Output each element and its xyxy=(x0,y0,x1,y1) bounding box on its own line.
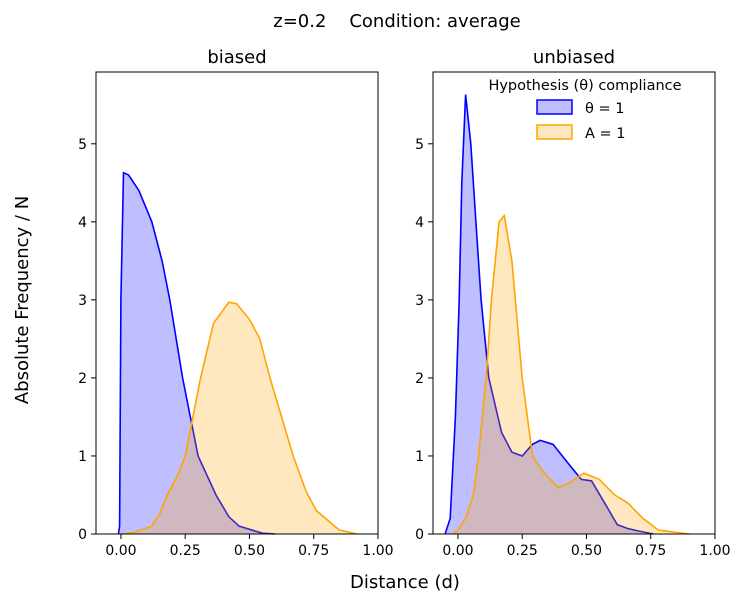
y-tick-label: 1 xyxy=(415,449,424,465)
x-tick-label: 0.75 xyxy=(635,543,666,559)
x-tick-label: 0.50 xyxy=(571,543,602,559)
x-tick-label: 0.75 xyxy=(298,543,329,559)
x-tick-label: 0.25 xyxy=(170,543,201,559)
y-tick-label: 2 xyxy=(78,371,87,387)
y-tick-label: 5 xyxy=(415,137,424,153)
legend-label: A = 1 xyxy=(585,126,626,142)
y-tick-label: 3 xyxy=(78,293,87,309)
panel-unbiased: unbiased 0.00 0.25 0.50 0.75 1.00 0 1 2 3 4 5 xyxy=(415,47,731,559)
x-tick-label: 0.00 xyxy=(442,543,473,559)
axes-frame xyxy=(95,71,379,535)
density-line-theta xyxy=(117,171,276,535)
y-tick-label: 0 xyxy=(415,527,424,543)
density-fill-theta xyxy=(445,94,654,534)
y-tick-label: 5 xyxy=(78,137,87,153)
density-line-theta xyxy=(444,94,654,535)
x-tick-label: 0.50 xyxy=(234,543,265,559)
y-axis-label: Absolute Frequency / N xyxy=(12,196,33,404)
y-tick-label: 4 xyxy=(415,215,424,231)
x-axis-label: Distance (d) xyxy=(350,572,460,593)
legend-title: Hypothesis (θ) compliance xyxy=(488,78,681,94)
x-tick-label: 1.00 xyxy=(699,543,730,559)
legend: Hypothesis (θ) compliance θ = 1 A = 1 xyxy=(488,78,681,142)
axes-frame xyxy=(432,71,716,535)
legend-swatch xyxy=(536,124,573,140)
x-tick-label: 0.00 xyxy=(105,543,136,559)
y-tick-label: 3 xyxy=(415,293,424,309)
density-fill-a xyxy=(452,215,690,534)
density-fill-theta xyxy=(118,172,276,534)
panel-title: biased xyxy=(207,47,266,68)
figure-title: z=0.2 Condition: average xyxy=(273,11,520,32)
x-tick-label: 1.00 xyxy=(362,543,393,559)
legend-swatch xyxy=(536,99,573,115)
y-tick-label: 0 xyxy=(78,527,87,543)
panel-biased: biased 0.00 0.25 0.50 0.75 1.00 0 1 2 3 4 5 xyxy=(78,47,394,559)
y-tick-label: 2 xyxy=(415,371,424,387)
density-fill-a xyxy=(120,302,358,534)
density-line-a xyxy=(120,301,358,535)
x-tick-label: 0.25 xyxy=(507,543,538,559)
panel-title: unbiased xyxy=(533,47,615,68)
y-tick-label: 4 xyxy=(78,215,87,231)
legend-label: θ = 1 xyxy=(585,101,624,117)
density-line-a xyxy=(452,213,690,535)
y-tick-label: 1 xyxy=(78,449,87,465)
